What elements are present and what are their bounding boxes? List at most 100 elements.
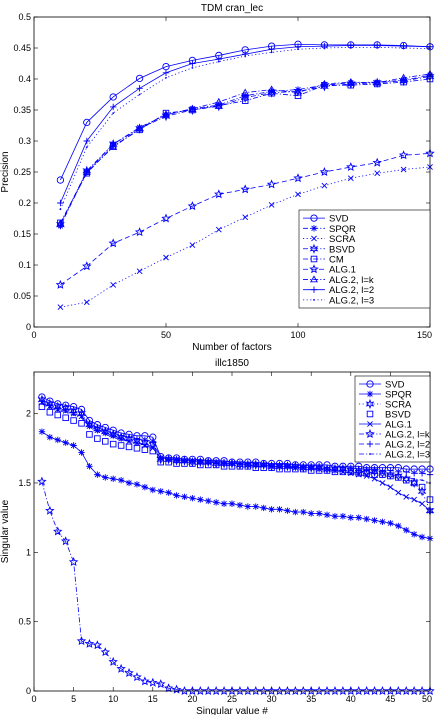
- data-point: [294, 92, 302, 99]
- data-point: [162, 111, 170, 119]
- data-point: [141, 446, 149, 453]
- data-point: [54, 411, 62, 419]
- legend-label: ALG.2, l=3: [329, 295, 374, 306]
- data-point: [62, 439, 69, 446]
- data-point: [84, 638, 95, 648]
- data-point: [323, 511, 331, 519]
- data-point: [403, 493, 410, 500]
- legend-label: ALG.2, l=2: [385, 440, 430, 451]
- legend-item: ALG.2, l=k: [303, 275, 374, 286]
- data-point: [83, 118, 91, 127]
- data-point: [295, 191, 301, 198]
- data-point: [268, 506, 275, 513]
- legend-marker: [366, 410, 374, 418]
- data-point: [108, 656, 118, 666]
- data-point: [217, 60, 220, 63]
- data-point: [46, 433, 54, 441]
- series-alg-2-l-2: [57, 42, 434, 207]
- data-point: [215, 226, 222, 233]
- data-point: [205, 497, 212, 505]
- data-point: [112, 436, 115, 439]
- data-point: [363, 515, 370, 523]
- data-point: [417, 486, 427, 497]
- series-line-spqr: [60, 74, 431, 227]
- legend-label: SCRA: [329, 234, 356, 245]
- data-point: [320, 79, 329, 87]
- data-point: [315, 510, 323, 517]
- data-point: [401, 473, 411, 484]
- data-point: [244, 503, 252, 510]
- y-tick-label: 0.15: [13, 229, 31, 239]
- data-point: [410, 531, 418, 538]
- x-tick-label: 30: [267, 694, 277, 704]
- series-line-svd: [41, 396, 430, 470]
- legend-marker: [309, 243, 319, 254]
- series-alg-2-l-2: [38, 397, 434, 478]
- legend-item: ALG.2, l=3: [359, 450, 430, 461]
- legend-marker: [310, 255, 318, 263]
- data-point: [110, 281, 117, 288]
- data-point: [48, 407, 51, 409]
- y-tick-label: 0.45: [13, 43, 31, 53]
- series-svd: [56, 40, 434, 184]
- ticks: 0 50 100 150 0 0.05 0.1 0.15 0.2 0.25 0.3 0.35 0.4 0.…: [13, 12, 432, 340]
- data-point: [149, 486, 156, 494]
- x-tick-label: 0: [31, 330, 36, 340]
- series-scra: [57, 164, 433, 311]
- data-point: [403, 526, 410, 534]
- data-point: [110, 475, 117, 482]
- data-point: [191, 461, 194, 464]
- x-tick-label: 25: [227, 694, 237, 704]
- data-point: [276, 506, 283, 513]
- data-point: [143, 443, 146, 446]
- data-point: [321, 182, 328, 189]
- data-point: [86, 420, 93, 427]
- data-point: [64, 411, 67, 414]
- data-point: [308, 510, 315, 517]
- data-point: [314, 686, 324, 696]
- data-point: [203, 686, 213, 696]
- data-point: [86, 463, 93, 470]
- data-point: [155, 679, 166, 689]
- data-point: [136, 268, 143, 275]
- data-point: [318, 468, 321, 470]
- data-point: [284, 507, 291, 514]
- y-tick-label: 0.4: [18, 74, 31, 84]
- legend-marker: [365, 429, 375, 439]
- data-point: [62, 414, 69, 422]
- data-point: [41, 403, 43, 405]
- data-point: [54, 436, 61, 444]
- y-tick-label: 0: [26, 686, 31, 696]
- data-point: [231, 464, 233, 466]
- data-point: [395, 489, 402, 496]
- legend-marker: [369, 453, 371, 455]
- legend-marker: [309, 264, 319, 274]
- data-point: [55, 219, 65, 230]
- data-point: [371, 465, 378, 473]
- legend-label: ALG.2, l=k: [385, 430, 430, 441]
- data-point: [300, 508, 307, 516]
- data-point: [70, 417, 77, 424]
- data-point: [227, 686, 237, 696]
- data-point: [268, 88, 275, 95]
- data-point: [179, 686, 190, 696]
- x-axis-label: Singular value #: [196, 706, 268, 715]
- data-point: [240, 184, 250, 194]
- chart-title: TDM cran_lec: [201, 3, 263, 14]
- data-point: [96, 430, 99, 433]
- data-point: [387, 484, 394, 490]
- legend-item: SCRA: [359, 398, 412, 411]
- data-point: [377, 686, 388, 696]
- data-point: [55, 279, 66, 289]
- data-point: [109, 143, 118, 151]
- data-point: [242, 92, 249, 99]
- data-point: [240, 92, 250, 103]
- data-point: [128, 440, 130, 443]
- data-point: [100, 647, 111, 657]
- data-point: [110, 429, 117, 437]
- data-point: [92, 640, 103, 650]
- data-point: [306, 686, 316, 696]
- y-tick-label: 0.5: [18, 12, 31, 22]
- data-point: [228, 500, 236, 507]
